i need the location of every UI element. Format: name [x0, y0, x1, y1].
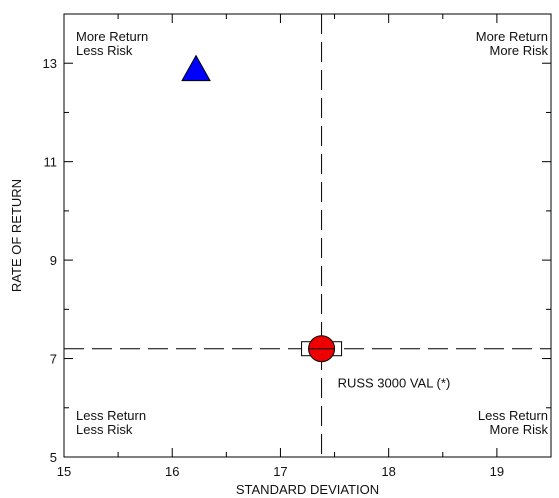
data-markers — [181, 54, 343, 363]
y-tick-label: 11 — [44, 155, 58, 170]
x-tick-label: 18 — [381, 464, 395, 479]
plot-border — [63, 13, 552, 458]
quadrant-label-bottom-left: Less Return — [76, 408, 146, 423]
x-tick-label: 15 — [57, 464, 71, 479]
quadrant-label-bottom-right: More Risk — [489, 422, 548, 437]
y-tick-label: 9 — [50, 253, 57, 268]
y-tick-label: 5 — [50, 450, 57, 465]
reference-lines — [64, 14, 551, 457]
x-tick-label: 19 — [490, 464, 504, 479]
y-axis-label: RATE OF RETURN — [9, 179, 24, 292]
triangle-marker — [181, 54, 211, 82]
y-tick-label: 7 — [50, 352, 57, 367]
point-label: RUSS 3000 VAL (*) — [338, 376, 451, 391]
quadrant-label-bottom-left: Less Risk — [76, 422, 133, 437]
tick-labels: 15 16 17 18 19 5 7 9 11 13 — [43, 56, 505, 479]
point-annotations: RUSS 3000 VAL (*) — [338, 376, 451, 391]
axis-ticks — [63, 14, 551, 458]
quadrant-label-top-left: Less Risk — [76, 43, 133, 58]
quadrant-label-bottom-right: Less Return — [478, 408, 548, 423]
x-tick-label: 16 — [165, 464, 179, 479]
y-tick-label: 13 — [43, 56, 57, 71]
plot-frame — [63, 13, 552, 458]
x-tick-label: 17 — [273, 464, 287, 479]
quadrant-label-top-left: More Return — [76, 29, 148, 44]
x-axis-label: STANDARD DEVIATION — [236, 482, 379, 497]
quadrant-label-top-right: More Return — [476, 29, 548, 44]
quadrant-label-top-right: More Risk — [489, 43, 548, 58]
